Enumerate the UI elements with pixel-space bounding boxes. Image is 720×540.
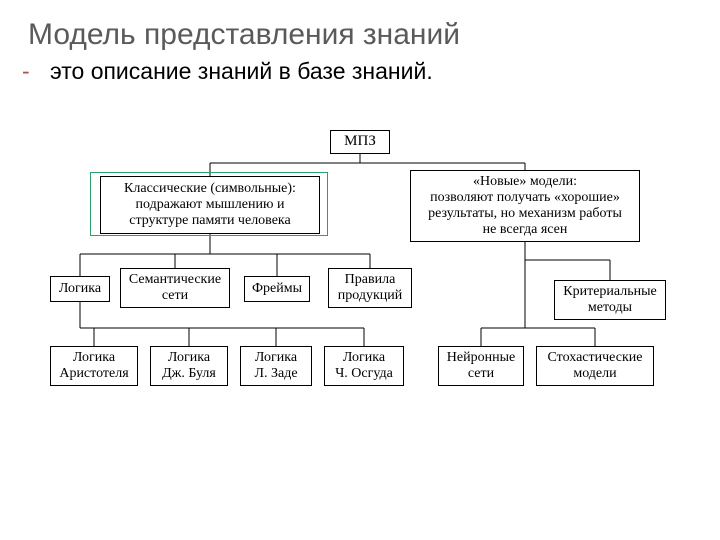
node-semnet: Семантические сети bbox=[120, 268, 230, 308]
node-new: «Новые» модели: позволяют получать «хоро… bbox=[410, 170, 640, 242]
node-frames: Фреймы bbox=[244, 276, 310, 302]
node-osgood: Логика Ч. Осгуда bbox=[324, 346, 404, 386]
node-prodrules: Правила продукций bbox=[328, 268, 412, 308]
node-criteria: Критериальные методы bbox=[554, 280, 666, 320]
node-classic: Классические (символьные): подражают мыш… bbox=[100, 176, 320, 234]
node-boole: Логика Дж. Буля bbox=[150, 346, 228, 386]
node-stoch: Стохастические модели bbox=[536, 346, 654, 386]
bullet-marker: - bbox=[22, 58, 30, 85]
node-neural: Нейронные сети bbox=[438, 346, 524, 386]
node-root: МПЗ bbox=[330, 130, 390, 154]
page-title: Модель представления знаний bbox=[28, 18, 460, 52]
node-zadeh: Логика Л. Заде bbox=[240, 346, 312, 386]
tree-diagram: МПЗ Классические (символьные): подражают … bbox=[50, 130, 670, 450]
node-logic: Логика bbox=[50, 276, 110, 302]
subtitle-text: это описание знаний в базе знаний. bbox=[50, 58, 433, 85]
node-aristotle: Логика Аристотеля bbox=[50, 346, 138, 386]
